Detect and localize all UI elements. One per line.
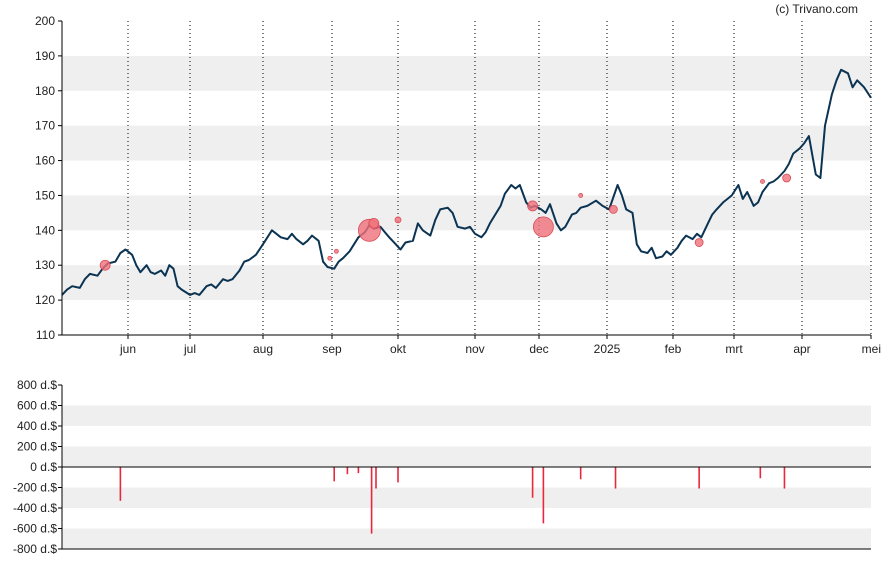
volume-bar-7 xyxy=(531,467,534,498)
volume-band-1 xyxy=(62,446,871,467)
volume-bar-1 xyxy=(333,467,335,482)
price-band-0 xyxy=(62,265,871,301)
volume-bar-9 xyxy=(579,467,582,480)
price-marker-0 xyxy=(99,259,111,271)
price-y-tick-label-8: 190 xyxy=(35,49,55,63)
month-gridlines xyxy=(127,21,872,335)
credit-text: (c) Trivano.com xyxy=(775,2,858,16)
price-line xyxy=(61,68,872,296)
price-x-tick-label-10: apr xyxy=(793,342,810,356)
volume-y-tick-label-5: -200 d.$ xyxy=(13,481,57,495)
volume-bar-2 xyxy=(346,467,349,475)
volume-y-tick-label-3: 200 d.$ xyxy=(17,440,57,454)
price-x-tick-label-9: mrt xyxy=(725,342,743,356)
volume-y-tick-label-4: 0 d.$ xyxy=(30,460,57,474)
price-band-3 xyxy=(62,55,871,91)
volume-y-tick-label-0: 800 d.$ xyxy=(17,378,57,392)
price-y-ticks: 110 120 130 140 150 160 170 180 190 200 xyxy=(35,14,62,342)
price-marker-8 xyxy=(578,193,584,198)
price-y-tick-label-4: 150 xyxy=(35,188,55,202)
volume-bar-8 xyxy=(542,467,545,524)
volume-bar-11 xyxy=(698,467,700,489)
volume-bar-12 xyxy=(759,467,762,479)
price-x-tick-label-7: 2025 xyxy=(594,342,621,356)
price-band-1 xyxy=(62,195,871,231)
volume-band-2 xyxy=(62,487,871,508)
price-x-tick-label-8: feb xyxy=(665,342,682,356)
price-y-tick-label-1: 120 xyxy=(35,293,55,307)
volume-bar-6 xyxy=(397,467,399,483)
price-y-tick-label-9: 200 xyxy=(35,14,55,28)
price-x-tick-label-0: jun xyxy=(119,342,136,356)
volume-bar-10 xyxy=(614,467,617,489)
volume-bar-4 xyxy=(370,467,373,534)
price-bands xyxy=(62,55,871,301)
volume-band-3 xyxy=(62,528,871,549)
price-marker-6 xyxy=(527,200,538,212)
price-marker-7 xyxy=(532,216,554,238)
price-marker-2 xyxy=(333,248,339,254)
price-marker-10 xyxy=(694,238,704,247)
volume-y-tick-label-1: 600 d.$ xyxy=(17,399,57,413)
price-marker-9 xyxy=(608,204,618,214)
price-y-tick-label-5: 160 xyxy=(35,154,55,168)
price-x-ticks: jun jul aug sep okt nov dec 2025 feb mrt apr mei xyxy=(119,335,881,356)
volume-bars xyxy=(119,467,786,534)
volume-bar-5 xyxy=(375,467,377,489)
volume-bar-0 xyxy=(119,467,122,501)
volume-bar-3 xyxy=(357,467,360,474)
price-marker-11 xyxy=(760,179,765,184)
price-y-tick-label-7: 180 xyxy=(35,84,55,98)
price-x-tick-label-6: dec xyxy=(529,342,548,356)
price-y-tick-label-0: 110 xyxy=(36,328,55,342)
price-markers xyxy=(99,173,792,271)
volume-y-tick-label-6: -400 d.$ xyxy=(13,501,57,515)
price-x-tick-label-3: sep xyxy=(322,342,342,356)
price-x-tick-label-2: aug xyxy=(253,342,273,356)
price-y-tick-label-3: 140 xyxy=(35,223,55,237)
volume-bar-13 xyxy=(783,467,786,489)
price-y-tick-label-6: 170 xyxy=(35,119,55,133)
price-band-2 xyxy=(62,125,871,161)
volume-bands xyxy=(62,405,871,549)
price-y-tick-label-2: 130 xyxy=(35,258,55,272)
volume-y-tick-label-2: 400 d.$ xyxy=(17,419,57,433)
price-x-tick-label-11: mei xyxy=(862,342,881,356)
volume-y-ticks: 800 d.$ 600 d.$ 400 d.$ 200 d.$ 0 d.$ -200 d.… xyxy=(13,378,62,556)
price-marker-5 xyxy=(394,216,402,224)
price-marker-4 xyxy=(368,217,380,229)
volume-band-0 xyxy=(62,405,871,426)
price-x-tick-label-5: nov xyxy=(465,342,484,356)
price-marker-1 xyxy=(327,255,333,261)
axes xyxy=(61,21,871,550)
price-x-tick-label-1: jul xyxy=(183,342,196,356)
price-x-tick-label-4: okt xyxy=(390,342,407,356)
volume-y-tick-label-7: -600 d.$ xyxy=(13,522,57,536)
price-line-group xyxy=(61,68,872,296)
volume-y-tick-label-8: -800 d.$ xyxy=(13,542,57,556)
price-marker-12 xyxy=(782,173,792,183)
